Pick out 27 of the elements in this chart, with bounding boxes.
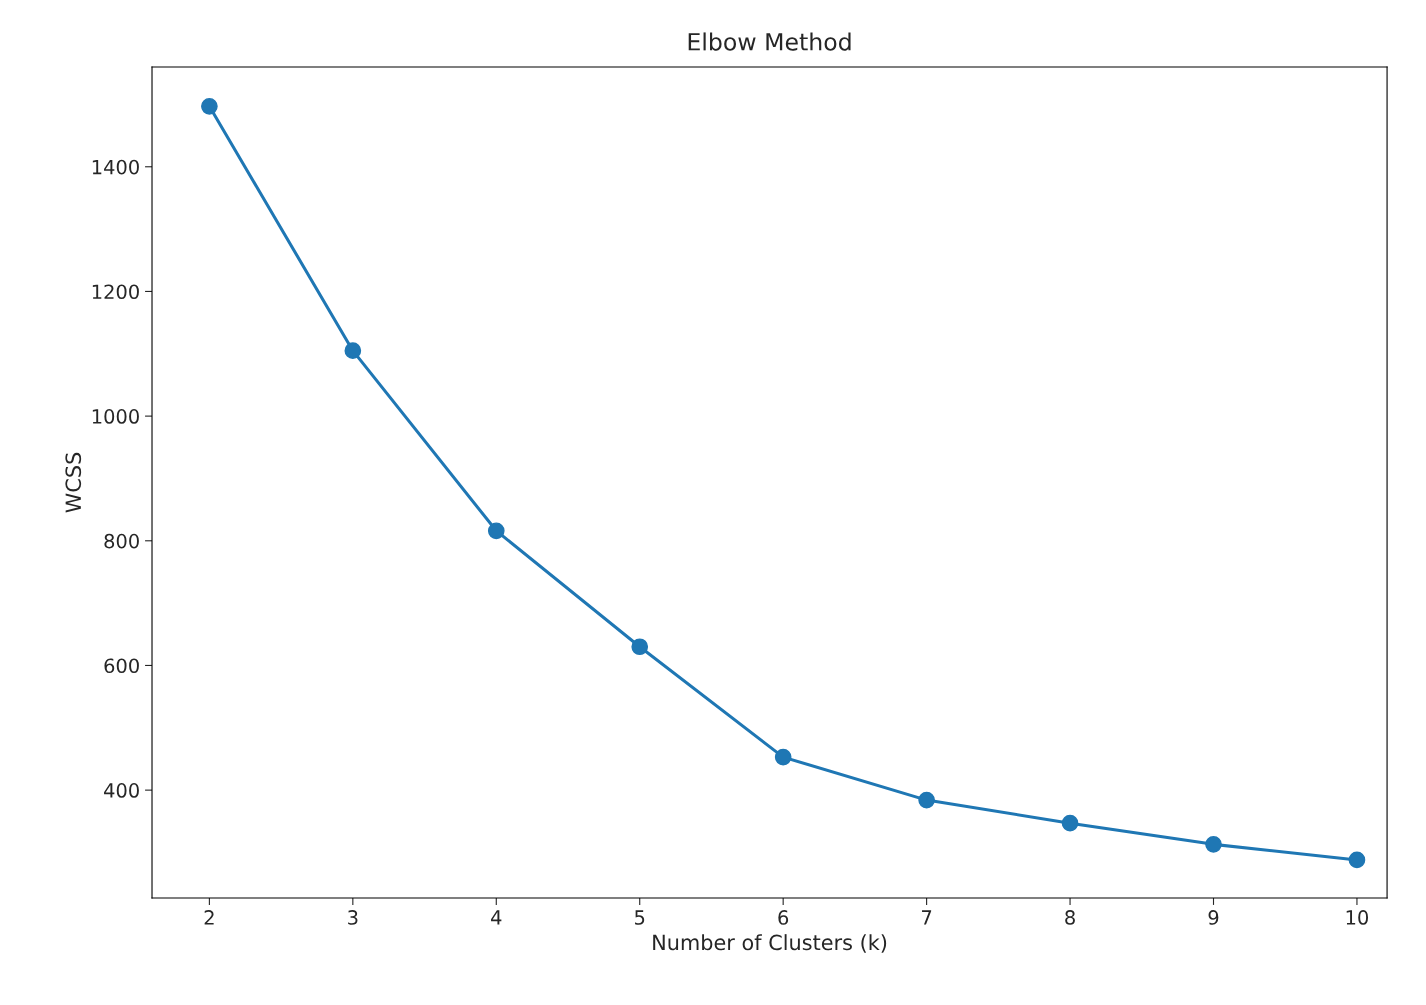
- point: [1205, 836, 1222, 853]
- y-tick-label: 1400: [92, 159, 139, 175]
- x-tick-label: 9: [1208, 910, 1219, 925]
- x-tick-label: 2: [204, 910, 214, 925]
- y-tick-label: 400: [104, 783, 139, 798]
- point: [1061, 814, 1079, 832]
- point: [918, 791, 935, 809]
- x-tick-label: 4: [491, 910, 502, 925]
- point: [774, 748, 792, 766]
- point: [631, 638, 649, 656]
- point: [1348, 851, 1366, 869]
- y-axis-title: WCSS: [65, 452, 82, 513]
- x-tick-label: 7: [922, 910, 932, 925]
- y-tick-label: 1000: [92, 409, 139, 424]
- point: [344, 342, 362, 359]
- x-tick-label: 10: [1346, 910, 1369, 925]
- point: [201, 97, 218, 115]
- x-axis-title: Number of Clusters (k): [653, 934, 887, 953]
- x-tick-label: 3: [348, 910, 358, 925]
- x-tick-label: 5: [635, 910, 645, 925]
- x-tick-label: 6: [778, 910, 789, 925]
- chart-title: Elbow Method: [688, 32, 851, 51]
- y-tick-label: 1200: [92, 284, 139, 300]
- point: [487, 522, 505, 540]
- y-tick-label: 600: [104, 658, 139, 674]
- y-tick-label: 800: [104, 533, 139, 549]
- x-tick-label: 8: [1065, 910, 1075, 925]
